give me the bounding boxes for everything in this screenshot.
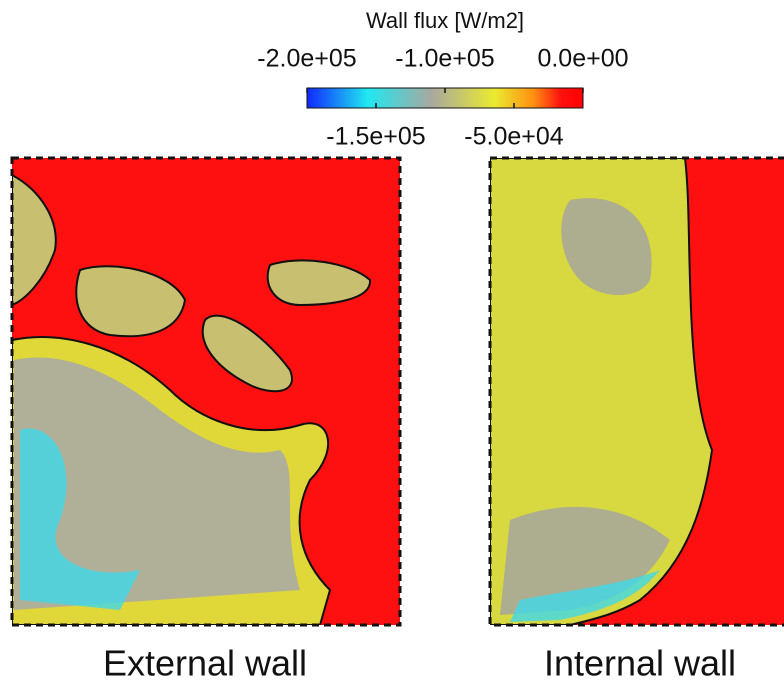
colorbar-tick-label: -1.0e+05 bbox=[395, 45, 494, 73]
colorbar-tick-label: 0.0e+00 bbox=[537, 45, 628, 73]
external-wall-frame bbox=[10, 156, 402, 627]
colorbar-title: Wall flux [W/m2] bbox=[366, 8, 524, 33]
external-wall-field bbox=[12, 158, 400, 625]
panel-label: Internal wall bbox=[544, 643, 736, 684]
colorbar-tick-label: -1.5e+05 bbox=[326, 123, 425, 151]
internal-wall-field bbox=[490, 158, 784, 625]
colorbar-tick-label: -5.0e+04 bbox=[464, 123, 563, 151]
internal-wall-frame bbox=[488, 156, 784, 627]
colorbar-tick-label: -2.0e+05 bbox=[257, 45, 356, 73]
panel-label: External wall bbox=[103, 643, 307, 684]
